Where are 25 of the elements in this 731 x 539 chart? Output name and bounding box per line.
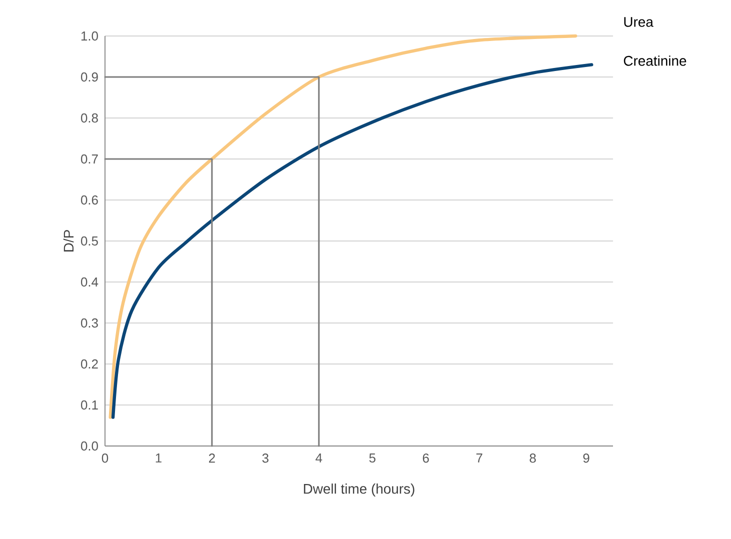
text: Creatinine: [624, 56, 686, 66]
x-tick-label: 8: [530, 454, 536, 463]
x-tick-label: 1: [156, 454, 162, 462]
text: Urea: [624, 17, 654, 27]
y-tick-label: 0.4: [80, 277, 98, 287]
y-tick-label: 0.7: [80, 154, 98, 164]
x-tick-label: 2: [209, 454, 215, 463]
y-tick-label: 0.6: [80, 195, 98, 205]
y-tick-label: 0.5: [80, 236, 98, 246]
x-tick-label: 6: [422, 454, 429, 463]
y-tick-label: 0.8: [80, 113, 98, 123]
x-tick-label: 3: [262, 454, 268, 463]
y-tick-label: 0.3: [80, 318, 98, 328]
y-tick-label: 0.1: [80, 400, 98, 410]
x-axis-title: Dwell time (hours): [304, 484, 414, 497]
y-tick-label: 0.2: [80, 359, 98, 369]
x-tick-label: 5: [369, 454, 376, 463]
x-tick-label: 4: [316, 454, 322, 462]
x-tick-label: 9: [583, 454, 590, 463]
y-tick-label: 0.9: [80, 72, 98, 82]
x-tick-label: 0: [102, 454, 108, 463]
y-axis-title: D/P: [63, 230, 74, 252]
y-tick-label: 0.0: [80, 441, 98, 451]
x-tick-label: 7: [476, 454, 482, 462]
y-tick-label: 1.0: [81, 31, 98, 41]
